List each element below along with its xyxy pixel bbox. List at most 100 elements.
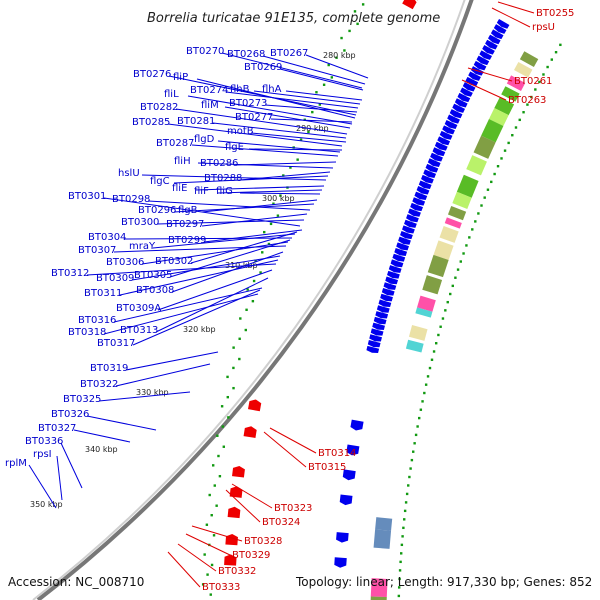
gc-tick: [232, 366, 235, 370]
gc-tick: [261, 251, 264, 254]
forward-cds-arrow: [460, 87, 473, 97]
gc-tick: [232, 386, 235, 390]
red-leader-line: [167, 551, 201, 588]
gc-tick: [353, 10, 357, 13]
gene-label-reverse: BT0315: [308, 462, 346, 473]
gc-tick: [343, 49, 346, 52]
gene-label-forward: BT0296: [138, 205, 176, 216]
gene-label-forward: BT0277: [235, 112, 273, 123]
cog-block: [408, 324, 428, 341]
forward-cds-arrow: [444, 119, 458, 129]
gene-label-forward: BT0304: [88, 232, 126, 243]
gc-tick: [211, 464, 215, 467]
gc-tick: [417, 416, 421, 420]
cog-block: [415, 307, 433, 318]
cog-block: [501, 86, 520, 102]
gc-tick: [459, 260, 462, 263]
gc-tick: [397, 586, 401, 589]
red-leader-line: [231, 483, 273, 509]
gc-tick: [299, 138, 303, 141]
gc-tick: [465, 244, 468, 247]
gc-tick: [500, 157, 503, 160]
gc-tick: [399, 560, 402, 564]
gc-tick: [419, 408, 423, 411]
gc-tick: [534, 88, 537, 91]
gene-label-forward: BT0286: [200, 158, 238, 169]
forward-cds-arrow: [430, 152, 443, 162]
gc-tick: [208, 493, 211, 497]
forward-cds-arrow: [416, 186, 430, 195]
cog-block: [473, 135, 496, 159]
gene-labels: BT0270 BT0268 BT0267 BT0269 BT0276 fliPBT0274…: [5, 8, 574, 593]
blue-leader-line: [103, 293, 259, 335]
gc-tick: [468, 236, 471, 239]
blue-leader-line: [167, 123, 343, 147]
gc-tick: [398, 577, 401, 581]
gene-label-forward: rpsI: [33, 449, 52, 460]
gc-tick: [400, 552, 403, 555]
gene-label-forward: fliM: [201, 100, 219, 111]
gene-label-forward: flhB: [230, 84, 250, 95]
gc-tick: [404, 501, 408, 504]
cog-block: [494, 97, 515, 116]
gc-tick: [269, 222, 273, 226]
blue-leader-line: [212, 122, 347, 139]
cog-block: [375, 517, 393, 531]
genome-backbone-inner: [32, 0, 466, 600]
forward-cds-arrow: [367, 340, 381, 348]
gc-tick: [210, 513, 213, 517]
gc-tick: [514, 126, 518, 129]
gc-tick: [215, 504, 218, 507]
forward-cds-arrow: [493, 24, 507, 34]
blue-leader-line: [279, 68, 364, 91]
forward-cds-arrow: [452, 103, 466, 113]
gene-label-forward: BT0287: [156, 138, 194, 149]
forward-cds-arrow: [372, 322, 385, 330]
gene-label-forward: BT0316: [78, 315, 116, 326]
gc-tick: [400, 543, 404, 547]
cog-block: [417, 295, 436, 312]
gene-label-forward: BT0305: [134, 270, 172, 281]
cog-block: [456, 174, 479, 198]
genome-summary-text: Topology: linear; Length: 917,330 bp; Ge…: [295, 575, 592, 589]
blue-leader-line: [86, 415, 157, 431]
blue-leader-line: [98, 391, 191, 402]
blue-leader-line: [305, 54, 369, 79]
gc-tick: [490, 180, 493, 184]
forward-cds-arrow: [437, 136, 451, 146]
blue-leader-line: [131, 255, 281, 281]
gc-tick: [546, 65, 549, 69]
gc-tick: [239, 317, 242, 320]
gc-tick: [480, 204, 483, 207]
red-leader-line: [467, 67, 513, 82]
scale-tick-label: 340 kbp: [85, 445, 118, 454]
gc-tick: [449, 292, 452, 296]
gene-label-forward: BT0288: [204, 173, 242, 184]
blue-leader-line: [201, 213, 308, 227]
gc-tick: [315, 91, 318, 94]
cog-block: [405, 339, 424, 353]
red-leader-line: [177, 543, 217, 572]
blue-leader-line: [28, 464, 57, 509]
forward-cds-arrow: [449, 109, 463, 119]
scale-tick-label: 350 kbp: [30, 500, 63, 509]
reverse-cds-arrow: [224, 554, 237, 566]
gene-label-forward: BT0322: [80, 379, 118, 390]
gc-tick: [311, 110, 314, 114]
gc-tick: [227, 416, 230, 419]
blue-leader-line: [155, 277, 269, 333]
gene-label-forward: BT0318: [68, 327, 106, 338]
blue-leader-line: [197, 162, 334, 169]
gene-label-forward: fliG: [216, 186, 233, 197]
gc-tick: [254, 259, 257, 262]
gene-label-forward: BT0268: [227, 49, 265, 60]
gene-label-forward: BT0325: [63, 394, 101, 405]
cog-block: [433, 240, 454, 260]
forward-cds-arrow: [473, 60, 487, 71]
gene-label-forward: flgC: [150, 176, 170, 187]
gene-label-forward: BT0269: [244, 62, 282, 73]
forward-cds-arrow: [376, 305, 390, 313]
forward-cds-arrow: [487, 34, 501, 45]
gc-tick: [402, 526, 405, 530]
forward-cds-arrow: [378, 299, 392, 308]
